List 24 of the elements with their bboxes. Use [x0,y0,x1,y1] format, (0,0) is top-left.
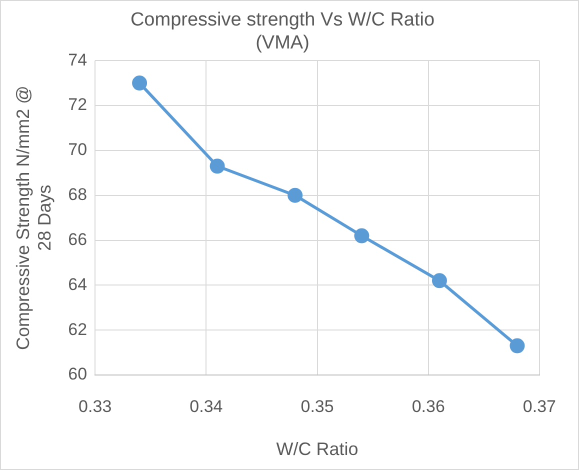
x-tick-label: 0.36 [412,396,445,416]
point [432,273,447,288]
text: Compressive strength Vs W/C Ratio [130,10,435,31]
point [510,338,525,354]
x-tick-label: 0.33 [78,396,112,416]
x-axis-title: W/C Ratio [276,439,358,460]
y-tick-label: 68 [68,185,88,204]
x-tick-label: 0.34 [190,396,223,416]
y-tick-label: 70 [68,140,88,160]
point [288,188,303,203]
y-tick-label: 72 [68,95,88,114]
y-tick-label: 74 [68,50,88,70]
text: (VMA) [256,32,310,54]
y-tick-label: 60 [68,364,88,384]
x-tick-label: 0.37 [522,396,556,416]
y-tick-label: 66 [68,230,88,249]
point [210,158,225,174]
y-tick-label: 62 [68,320,88,339]
text: Compressive Strength N/mm2 @ [12,86,33,350]
point [354,228,370,244]
y-tick-label: 64 [68,274,88,294]
point [132,76,148,91]
x-tick-label: 0.35 [300,396,334,416]
text: 28 Days [34,184,54,251]
